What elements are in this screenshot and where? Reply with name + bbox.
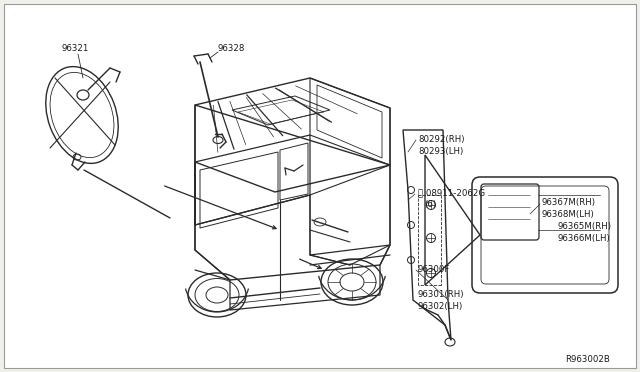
Text: 96302(LH): 96302(LH) <box>418 302 463 311</box>
Text: 96321: 96321 <box>62 44 90 53</box>
Text: 96366M(LH): 96366M(LH) <box>558 234 611 243</box>
Text: 96365M(RH): 96365M(RH) <box>558 222 612 231</box>
Text: Ⓝ 08911-2062G: Ⓝ 08911-2062G <box>418 188 485 197</box>
Text: (6): (6) <box>424 200 436 209</box>
Text: 96301(RH): 96301(RH) <box>418 290 465 299</box>
Text: R963002B: R963002B <box>565 355 610 364</box>
Text: 96367M(RH): 96367M(RH) <box>542 198 596 207</box>
Text: 80292(RH): 80292(RH) <box>418 135 465 144</box>
Text: 96328: 96328 <box>218 44 245 53</box>
Text: 96368M(LH): 96368M(LH) <box>542 210 595 219</box>
Text: 96300F: 96300F <box>418 265 451 274</box>
FancyBboxPatch shape <box>4 4 636 368</box>
Text: 80293(LH): 80293(LH) <box>418 147 463 156</box>
